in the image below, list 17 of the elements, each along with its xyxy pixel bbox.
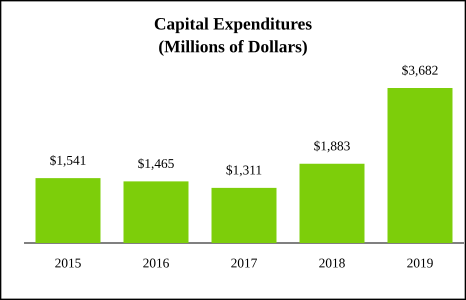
chart-title: Capital Expenditures (154, 17, 312, 34)
x-tick-label: 2019 (407, 258, 433, 268)
bar (36, 178, 101, 243)
bar (124, 181, 189, 243)
x-tick-label: 2018 (319, 258, 345, 268)
x-tick-label: 2015 (55, 258, 81, 268)
x-tick-label: 2016 (143, 258, 169, 268)
bar (387, 88, 452, 243)
data-label: $1,465 (138, 158, 174, 170)
bar (300, 164, 364, 243)
bar (212, 188, 276, 243)
data-label: $3,682 (402, 64, 438, 77)
x-tick-label: 2017 (231, 258, 257, 268)
data-label: $1,541 (50, 155, 86, 167)
data-label: $1,311 (226, 164, 262, 176)
chart-subtitle: (Millions of Dollars) (159, 40, 307, 56)
data-label: $1,883 (314, 140, 350, 152)
